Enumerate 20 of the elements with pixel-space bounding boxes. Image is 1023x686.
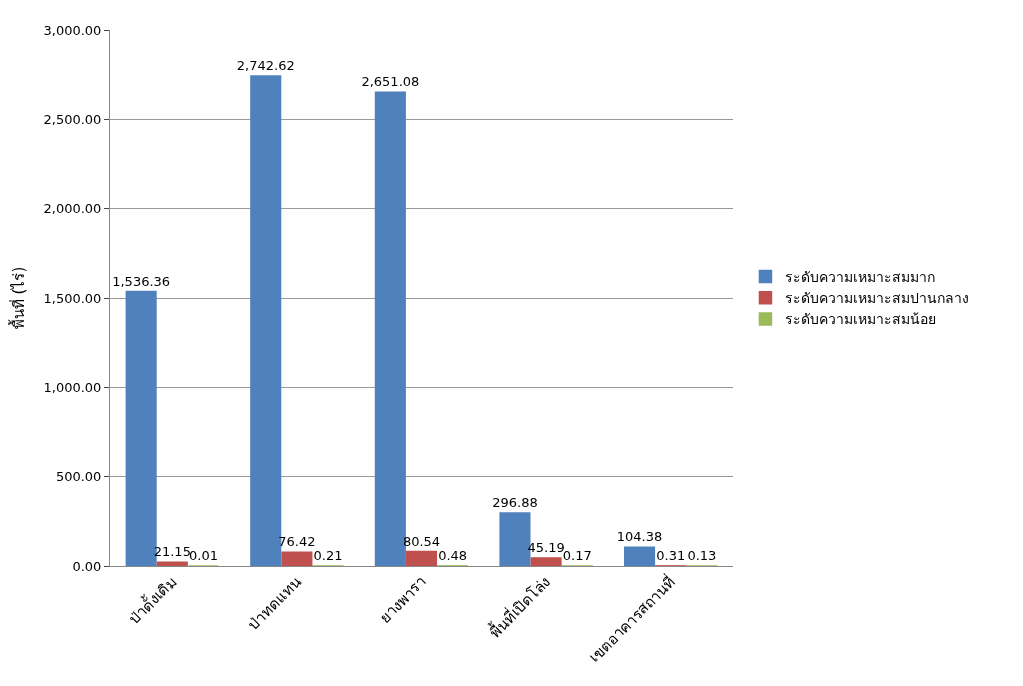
- y-tick-label: 2,500.00: [43, 111, 102, 127]
- y-tick-label: 500.00: [55, 469, 102, 485]
- data-label: 1,536.36: [112, 273, 171, 289]
- data-label: 104.38: [616, 529, 663, 545]
- data-label: 0.31: [656, 547, 686, 563]
- y-tick-label: 1,000.00: [43, 379, 102, 395]
- y-tick-label: 3,000.00: [43, 22, 102, 38]
- y-axis-title: พื้นที่ (ไร่): [7, 266, 28, 330]
- data-label: 0.21: [313, 547, 343, 563]
- y-tick-label: 0.00: [72, 558, 102, 574]
- data-label: 2,651.08: [361, 74, 420, 90]
- y-tick-label: 2,000.00: [43, 201, 102, 217]
- y-tick-label: 1,500.00: [43, 290, 102, 306]
- legend-label: ระดับความเหมาะสมปานกลาง: [785, 290, 970, 307]
- legend-label: ระดับความเหมาะสมมาก: [785, 269, 936, 286]
- data-label: 2,742.62: [236, 57, 295, 73]
- data-label: 0.48: [438, 547, 468, 563]
- legend-label: ระดับความเหมาะสมน้อย: [785, 311, 937, 328]
- data-label: 0.13: [687, 547, 717, 563]
- data-label: 296.88: [492, 494, 538, 510]
